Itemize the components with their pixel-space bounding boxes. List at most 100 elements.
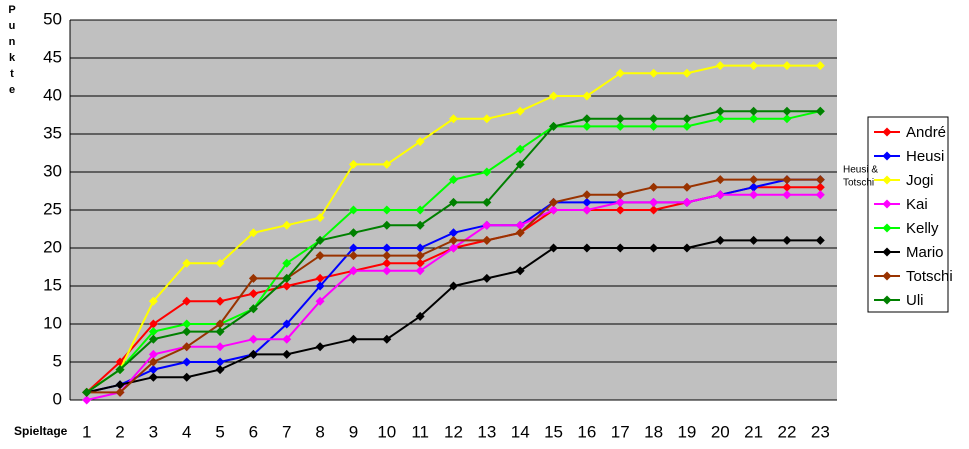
data-point bbox=[582, 91, 592, 101]
data-point bbox=[549, 121, 559, 131]
data-point bbox=[248, 228, 258, 238]
data-point bbox=[382, 334, 392, 344]
data-point bbox=[649, 205, 659, 215]
data-point bbox=[415, 266, 425, 276]
data-point bbox=[782, 61, 792, 71]
y-tick-label: 25 bbox=[43, 199, 62, 218]
legend-label: Heusi bbox=[906, 148, 944, 165]
data-point bbox=[449, 175, 458, 185]
x-tick-label: 14 bbox=[511, 422, 530, 441]
data-point bbox=[182, 357, 192, 367]
data-point bbox=[215, 319, 225, 329]
data-point bbox=[815, 106, 825, 116]
data-point bbox=[115, 380, 125, 390]
data-point bbox=[649, 68, 659, 78]
data-point bbox=[615, 114, 625, 124]
y-tick-label: 50 bbox=[43, 9, 62, 28]
data-point bbox=[482, 220, 492, 230]
legend-label: Kai bbox=[906, 196, 928, 213]
data-point bbox=[215, 357, 225, 367]
data-point bbox=[549, 91, 559, 101]
data-point bbox=[749, 175, 759, 185]
data-point bbox=[482, 235, 492, 245]
data-point bbox=[749, 114, 759, 124]
y-tick-label: 30 bbox=[43, 161, 62, 180]
legend-label: Totschi bbox=[906, 268, 953, 285]
data-point bbox=[549, 243, 559, 253]
data-point bbox=[482, 273, 492, 283]
data-point bbox=[348, 205, 358, 215]
data-point bbox=[215, 296, 225, 306]
legend-marker bbox=[882, 295, 892, 305]
data-point bbox=[248, 349, 258, 359]
data-point bbox=[582, 205, 592, 215]
data-point bbox=[449, 235, 458, 245]
y-tick-label: 35 bbox=[43, 123, 62, 142]
data-point bbox=[215, 342, 225, 352]
data-point bbox=[148, 327, 158, 337]
x-tick-label: 3 bbox=[149, 422, 158, 441]
data-point bbox=[582, 114, 592, 124]
x-tick-label: 12 bbox=[444, 422, 463, 441]
data-point bbox=[515, 220, 525, 230]
x-tick-label: 22 bbox=[778, 422, 797, 441]
data-point bbox=[715, 106, 725, 116]
data-point bbox=[315, 296, 325, 306]
data-point bbox=[182, 258, 192, 268]
y-tick-label: 0 bbox=[53, 389, 62, 408]
data-point bbox=[515, 144, 525, 154]
data-point bbox=[615, 243, 625, 253]
data-point bbox=[82, 387, 92, 397]
x-tick-label: 2 bbox=[115, 422, 124, 441]
data-point bbox=[148, 319, 158, 329]
data-point bbox=[449, 114, 458, 124]
legend-marker bbox=[882, 223, 892, 233]
x-tick-label: 11 bbox=[411, 422, 429, 441]
x-tick-label: 18 bbox=[644, 422, 663, 441]
data-point bbox=[182, 327, 192, 337]
data-point bbox=[449, 243, 458, 253]
data-point bbox=[815, 175, 825, 185]
data-point bbox=[148, 334, 158, 344]
legend bbox=[867, 116, 949, 313]
x-tick-label: 17 bbox=[611, 422, 630, 441]
data-point bbox=[582, 243, 592, 253]
x-tick-label: 23 bbox=[811, 422, 830, 441]
y-tick-label: 10 bbox=[43, 313, 62, 332]
data-point bbox=[682, 114, 692, 124]
data-point bbox=[315, 213, 325, 223]
legend-label: Kelly bbox=[906, 220, 939, 237]
data-point bbox=[549, 205, 559, 215]
x-tick-label: 19 bbox=[677, 422, 696, 441]
data-point bbox=[515, 106, 525, 116]
legend-label: Jogi bbox=[906, 172, 934, 189]
data-point bbox=[449, 228, 458, 238]
data-point bbox=[615, 197, 625, 207]
data-point bbox=[682, 243, 692, 253]
legend-marker bbox=[882, 271, 892, 281]
data-point bbox=[649, 121, 659, 131]
data-point bbox=[615, 68, 625, 78]
data-point bbox=[215, 327, 225, 337]
legend-marker bbox=[882, 151, 892, 161]
data-point bbox=[148, 372, 158, 382]
x-tick-label: 20 bbox=[711, 422, 730, 441]
data-point bbox=[248, 289, 258, 299]
data-point bbox=[248, 304, 258, 314]
data-point bbox=[482, 167, 492, 177]
data-point bbox=[749, 182, 759, 192]
data-point bbox=[382, 205, 392, 215]
x-tick-label: 6 bbox=[249, 422, 258, 441]
data-point bbox=[315, 342, 325, 352]
x-tick-label: 15 bbox=[544, 422, 563, 441]
data-point bbox=[248, 334, 258, 344]
x-tick-label: 4 bbox=[182, 422, 191, 441]
data-point bbox=[315, 273, 325, 283]
data-point bbox=[148, 357, 158, 367]
data-point bbox=[715, 235, 725, 245]
data-point bbox=[282, 349, 292, 359]
y-tick-label: 5 bbox=[53, 351, 62, 370]
x-tick-label: 1 bbox=[82, 422, 91, 441]
x-tick-label: 13 bbox=[477, 422, 496, 441]
